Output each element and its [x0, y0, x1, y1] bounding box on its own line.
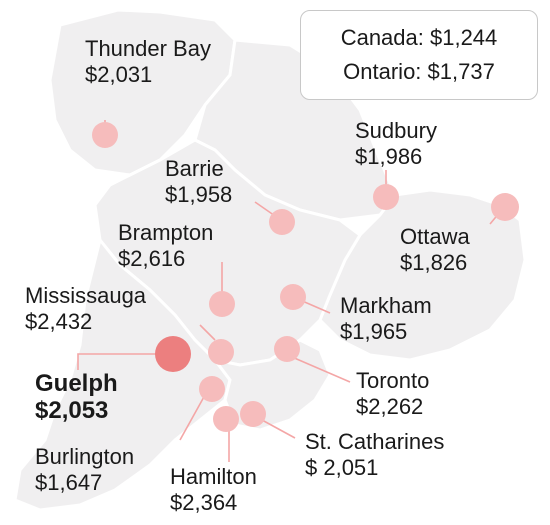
- city-value: $2,262: [356, 394, 424, 419]
- city-value: $2,364: [170, 490, 238, 515]
- label-guelph: Guelph $2,053: [35, 370, 118, 424]
- label-st-catharines: St. Catharines $ 2,051: [305, 429, 444, 481]
- city-value: $ 2,051: [305, 455, 379, 480]
- city-value: $1,986: [355, 144, 423, 169]
- city-name: St. Catharines: [305, 429, 445, 454]
- dot-ottawa[interactable]: [491, 193, 519, 221]
- label-burlington: Burlington $1,647: [35, 444, 134, 496]
- city-value: $2,616: [118, 246, 186, 271]
- label-thunder-bay: Thunder Bay $2,031: [85, 36, 211, 88]
- city-value: $1,826: [400, 250, 468, 275]
- city-name: Guelph: [35, 370, 118, 397]
- leader-markham: [299, 299, 331, 314]
- dot-burlington[interactable]: [199, 376, 225, 402]
- dot-guelph[interactable]: [155, 336, 191, 372]
- city-value: $2,053: [35, 397, 109, 424]
- leader-burlington: [179, 394, 206, 441]
- city-value: $2,031: [85, 62, 153, 87]
- southwest-region: [13, 236, 232, 512]
- city-name: Mississauga: [25, 283, 147, 308]
- ontario-average: Ontario: $1,737: [343, 59, 495, 84]
- leader-st-catharines: [261, 419, 296, 439]
- city-value: $2,432: [25, 309, 93, 334]
- leader-mississauga: [199, 324, 216, 341]
- city-name: Barrie: [165, 156, 224, 181]
- dot-sudbury[interactable]: [373, 184, 399, 210]
- city-name: Toronto: [356, 368, 430, 393]
- dot-markham[interactable]: [280, 284, 306, 310]
- label-ottawa: Ottawa $1,826: [400, 224, 470, 276]
- city-value: $1,965: [340, 319, 408, 344]
- city-value: $1,647: [35, 470, 103, 495]
- city-name: Hamilton: [170, 464, 257, 489]
- city-name: Ottawa: [400, 224, 470, 249]
- dot-barrie[interactable]: [269, 209, 295, 235]
- label-barrie: Barrie $1,958: [165, 156, 232, 208]
- dot-st-catharines[interactable]: [240, 401, 266, 427]
- dot-brampton[interactable]: [209, 291, 235, 317]
- dot-mississauga[interactable]: [208, 339, 234, 365]
- label-mississauga: Mississauga $2,432: [25, 283, 146, 335]
- city-name: Thunder Bay: [85, 36, 211, 61]
- city-dots: [92, 122, 519, 432]
- summary-box: Canada: $1,244 Ontario: $1,737: [300, 10, 538, 100]
- label-markham: Markham $1,965: [340, 293, 432, 345]
- city-value: $1,958: [165, 182, 233, 207]
- city-name: Brampton: [118, 220, 214, 245]
- label-brampton: Brampton $2,616: [118, 220, 213, 272]
- dot-toronto[interactable]: [274, 336, 300, 362]
- leader-toronto: [291, 356, 351, 383]
- dot-hamilton[interactable]: [213, 406, 239, 432]
- city-name: Burlington: [35, 444, 135, 469]
- dot-thunder-bay[interactable]: [92, 122, 118, 148]
- city-name: Markham: [340, 293, 432, 318]
- label-toronto: Toronto $2,262: [356, 368, 429, 420]
- city-name: Sudbury: [355, 118, 437, 143]
- label-hamilton: Hamilton $2,364: [170, 464, 257, 516]
- canada-average: Canada: $1,244: [340, 25, 498, 50]
- label-sudbury: Sudbury $1,986: [355, 118, 437, 170]
- leader-guelph: [77, 353, 160, 370]
